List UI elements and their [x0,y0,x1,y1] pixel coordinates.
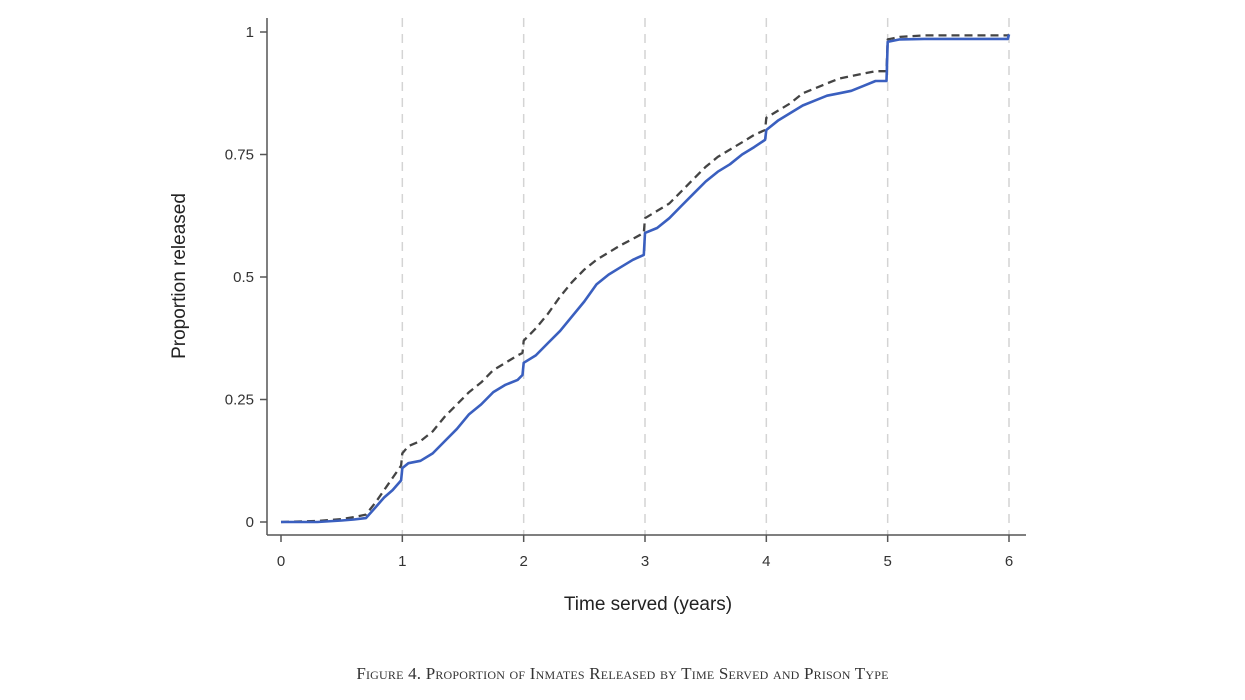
y-tick-label-0.25: 0.25 [225,392,254,409]
y-axis-label: Proportion released [169,193,190,359]
y-tick-label-0.5: 0.5 [233,269,254,286]
x-tick-label-1: 1 [398,553,406,570]
x-tick-label-3: 3 [641,553,649,570]
series-lines [280,33,1011,524]
x-tick-label-6: 6 [1005,553,1013,570]
axes [260,18,1026,542]
series-line-solid [281,34,1011,524]
y-tick-label-1: 1 [246,24,254,41]
y-tick-label-0.75: 0.75 [225,147,254,164]
grid-lines [401,18,1010,535]
tick-labels: 0 0.25 0.5 0.75 1 0 1 2 3 4 5 6 [225,24,1013,570]
x-tick-label-0: 0 [277,553,285,570]
chart-svg: 0 0.25 0.5 0.75 1 0 1 2 3 4 5 6 Proportion released… [169,18,1026,615]
x-tick-label-4: 4 [762,553,770,570]
x-tick-label-2: 2 [519,553,527,570]
figure-caption: Figure 4. Proportion of Inmates Released… [356,664,889,683]
y-tick-label-0: 0 [246,514,254,531]
x-tick-label-5: 5 [883,553,891,570]
x-axis-label: Time served (years) [564,594,732,615]
